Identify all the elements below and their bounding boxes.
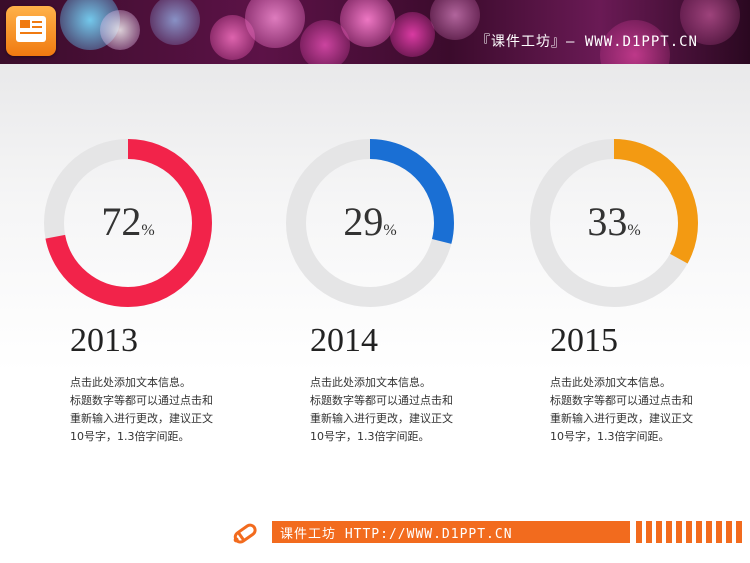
desc-line: 10号字，1.3倍字间距。 xyxy=(550,430,670,443)
donut-value-2014: 29% xyxy=(285,198,455,245)
description-2015: 点击此处添加文本信息。 标题数字等都可以通过点击和 重新输入进行更改，建议正文 … xyxy=(550,374,710,446)
desc-line: 标题数字等都可以通过点击和 xyxy=(550,394,693,407)
desc-line: 点击此处添加文本信息。 xyxy=(70,376,191,389)
value-unit: % xyxy=(383,222,397,239)
header-title: 『课件工坊』— WWW.D1PPT.CN xyxy=(475,34,698,50)
donut-arc-2014 xyxy=(286,139,454,307)
desc-line: 标题数字等都可以通过点击和 xyxy=(310,394,453,407)
year-label-2013: 2013 xyxy=(70,322,138,359)
stripe xyxy=(646,521,652,543)
stripe xyxy=(676,521,682,543)
desc-line: 重新输入进行更改，建议正文 xyxy=(70,412,213,425)
stripe xyxy=(696,521,702,543)
donut-value-2013: 72% xyxy=(43,198,213,245)
desc-line: 10号字，1.3倍字间距。 xyxy=(70,430,190,443)
stripe xyxy=(716,521,722,543)
value-unit: % xyxy=(141,222,155,239)
desc-line: 点击此处添加文本信息。 xyxy=(310,376,431,389)
desc-line: 标题数字等都可以通过点击和 xyxy=(70,394,213,407)
header-banner: 『课件工坊』— WWW.D1PPT.CN xyxy=(0,0,750,64)
year-label-2014: 2014 xyxy=(310,322,378,359)
stripe xyxy=(636,521,642,543)
description-2014: 点击此处添加文本信息。 标题数字等都可以通过点击和 重新输入进行更改，建议正文 … xyxy=(310,374,470,446)
donut-value-2015: 33% xyxy=(529,198,699,245)
donut-arc-2013 xyxy=(44,139,212,307)
presentation-icon xyxy=(6,6,56,56)
footer-link[interactable]: 课件工坊 HTTP://WWW.D1PPT.CN xyxy=(280,527,513,542)
footer-stripes xyxy=(636,521,750,543)
desc-line: 重新输入进行更改，建议正文 xyxy=(310,412,453,425)
value-number: 72 xyxy=(101,199,142,244)
stripe xyxy=(656,521,662,543)
value-number: 33 xyxy=(587,199,628,244)
donut-arc-2015 xyxy=(530,139,698,307)
pencil-icon xyxy=(233,523,257,544)
donut-chart-2014 xyxy=(286,139,454,307)
stripe xyxy=(706,521,712,543)
desc-line: 10号字，1.3倍字间距。 xyxy=(310,430,430,443)
stripe xyxy=(686,521,692,543)
footer-bar xyxy=(272,521,630,543)
description-2013: 点击此处添加文本信息。 标题数字等都可以通过点击和 重新输入进行更改，建议正文 … xyxy=(70,374,230,446)
main-content: 72% 2013 点击此处添加文本信息。 标题数字等都可以通过点击和 重新输入进… xyxy=(0,64,750,504)
donut-chart-2015 xyxy=(530,139,698,307)
stripe xyxy=(736,521,742,543)
year-label-2015: 2015 xyxy=(550,322,618,359)
footer: 课件工坊 HTTP://WWW.D1PPT.CN xyxy=(0,504,750,563)
stripe xyxy=(666,521,672,543)
desc-line: 重新输入进行更改，建议正文 xyxy=(550,412,693,425)
stripe xyxy=(726,521,732,543)
value-unit: % xyxy=(627,222,641,239)
value-number: 29 xyxy=(343,199,384,244)
donut-chart-2013 xyxy=(44,139,212,307)
desc-line: 点击此处添加文本信息。 xyxy=(550,376,671,389)
